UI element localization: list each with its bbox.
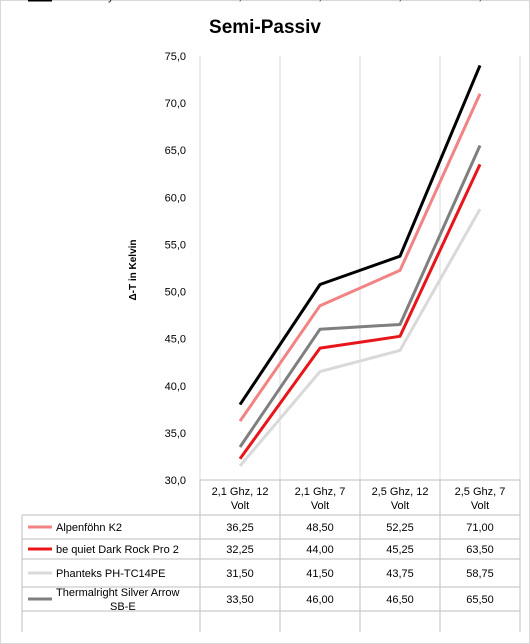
- y-tick-label: 75,0: [165, 51, 186, 63]
- y-tick-label: 60,0: [165, 192, 186, 204]
- legend-label: Alpenföhn K2: [56, 522, 122, 534]
- y-tick-label: 45,0: [165, 334, 186, 346]
- legend-label-line: Thermalright Silver Arrow: [56, 587, 180, 599]
- legend-label-line: Phanteks PH-TC14PE: [56, 568, 165, 580]
- x-tick-label-line: 2,5 Ghz, 7: [455, 486, 506, 498]
- x-tick-label-line: 2,5 Ghz, 12: [372, 486, 429, 498]
- data-label: 43,75: [386, 568, 414, 580]
- data-label: 44,00: [306, 544, 334, 556]
- data-label: 74,00: [466, 0, 494, 3]
- legend-label: be quiet Dark Rock Pro 2: [56, 544, 179, 556]
- y-axis-label: Δ-T in Kelvin: [128, 239, 139, 300]
- data-label: 63,50: [466, 544, 494, 556]
- data-label: 52,25: [386, 522, 414, 534]
- y-tick-label: 50,0: [165, 287, 186, 299]
- y-tick-label: 70,0: [165, 98, 186, 110]
- legend-label-line: SB-E: [110, 601, 136, 613]
- series-line: [238, 64, 482, 406]
- chart-title: Semi-Passiv: [209, 17, 321, 38]
- y-axis-ticks: 30,0 35,0 40,0 45,0 50,0 55,0 60,0 65,0 70,0 75,0: [165, 51, 186, 487]
- y-tick-label: 65,0: [165, 145, 186, 157]
- data-label: 48,50: [306, 522, 334, 534]
- series-line: [238, 93, 482, 422]
- legend-label-line: Zero Infinity Free Flow+: [56, 0, 172, 3]
- y-tick-label: 30,0: [165, 475, 186, 487]
- x-tick-label-line: 2,1 Ghz, 12: [212, 486, 269, 498]
- x-tick-label: 2,1 Ghz, 7 Volt: [295, 486, 346, 512]
- data-label: 46,50: [386, 594, 414, 606]
- series-line: [238, 144, 482, 448]
- data-label: 65,50: [466, 594, 494, 606]
- grid-lines: [199, 56, 521, 480]
- series-line: [238, 163, 482, 460]
- data-label: 41,50: [306, 568, 334, 580]
- data-label: 45,25: [386, 544, 414, 556]
- data-label: 71,00: [466, 522, 494, 534]
- legend-label-line: Alpenföhn K2: [56, 522, 122, 534]
- data-label: 50,75: [306, 0, 334, 3]
- x-tick-label-line: Volt: [311, 500, 329, 512]
- x-tick-label: 2,1 Ghz, 12 Volt: [212, 486, 269, 512]
- data-label: 31,50: [226, 568, 254, 580]
- data-label: 38,00: [226, 0, 254, 3]
- y-tick-label: 55,0: [165, 239, 186, 251]
- legend-label-line: be quiet Dark Rock Pro 2: [56, 544, 179, 556]
- series-lines: [238, 64, 482, 467]
- data-label: 36,25: [226, 522, 254, 534]
- data-label: 46,00: [306, 594, 334, 606]
- data-label: 32,25: [226, 544, 254, 556]
- x-tick-label-line: Volt: [391, 500, 409, 512]
- x-tick-label-line: 2,1 Ghz, 7: [295, 486, 346, 498]
- data-label: 53,75: [386, 0, 414, 3]
- x-tick-label: 2,5 Ghz, 7 Volt: [455, 486, 506, 512]
- x-tick-label-line: Volt: [231, 500, 249, 512]
- legend-label: Zero Infinity Free Flow+: [56, 0, 172, 3]
- y-tick-label: 35,0: [165, 428, 186, 440]
- x-tick-label-line: Volt: [471, 500, 489, 512]
- x-tick-label: 2,5 Ghz, 12 Volt: [372, 486, 429, 512]
- series-line: [238, 208, 482, 467]
- legend-label: Thermalright Silver Arrow SB-E: [56, 587, 180, 613]
- data-label: 58,75: [466, 568, 494, 580]
- y-tick-label: 40,0: [165, 381, 186, 393]
- legend-label: Phanteks PH-TC14PE: [56, 568, 165, 580]
- data-label: 33,50: [226, 594, 254, 606]
